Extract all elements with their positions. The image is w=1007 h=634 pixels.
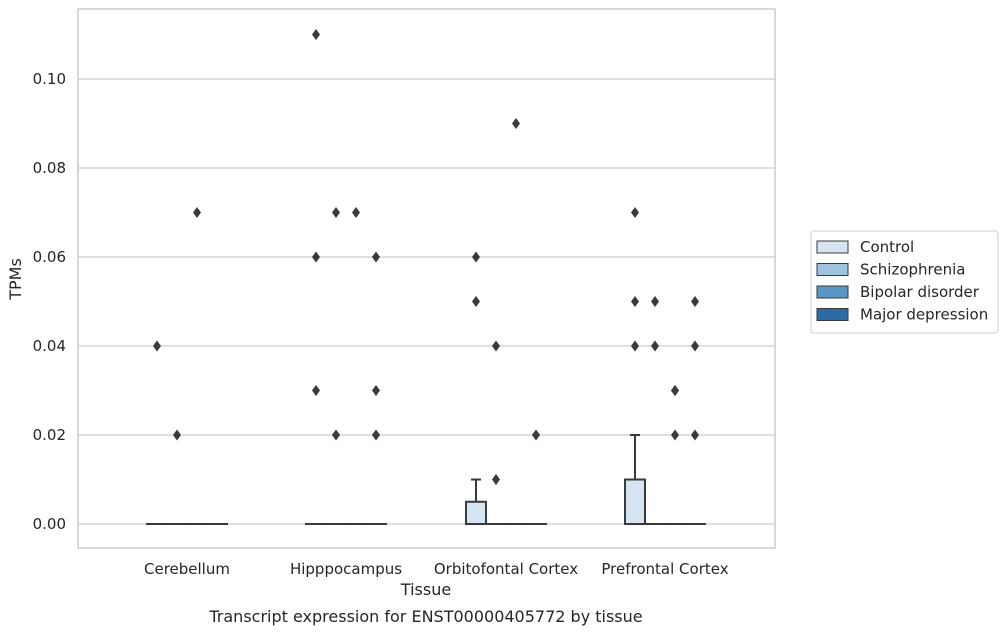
box-3-2 [664,385,686,526]
outlier-point [691,429,699,441]
outlier-point [532,429,540,441]
legend-entry-label: Control [860,238,914,256]
legend-swatch [816,285,849,299]
outlier-point [372,251,380,263]
outlier-point [631,207,639,218]
box-1-2 [345,207,367,526]
legend-frame [810,230,999,334]
outlier-point [153,340,161,352]
y-axis-label: TPMs [6,258,25,301]
outlier-point [691,296,699,307]
outlier-point [691,340,699,352]
box-1-0 [305,29,327,526]
x-tick-label: Cerebellum [144,560,230,578]
outlier-point [472,251,480,263]
legend-entry-label: Bipolar disorder [860,283,980,301]
y-tick-label: 0.06 [33,248,66,266]
outlier-point [651,296,659,307]
box-2-3 [525,429,547,526]
box-3-3 [684,296,706,526]
box-body [624,478,646,525]
legend: Control Schizophrenia Bipolar disorder Majo… [810,230,999,334]
outlier-point [372,385,380,396]
outlier-point [312,29,320,40]
plot-frame [77,8,776,549]
legend-swatch [816,263,849,276]
legend-swatch [816,308,849,321]
box-1-3 [365,251,387,526]
outlier-point [671,385,679,396]
chart-caption: Transcript expression for ENST0000040577… [208,607,642,626]
box-3-0 [624,207,646,525]
box-2-0 [465,251,487,525]
outlier-point [631,340,639,352]
outlier-point [332,207,340,218]
outlier-point [492,340,500,352]
grid-lines [78,78,775,525]
x-tick-label: Orbitofontal Cortex [434,560,578,578]
outlier-point [631,296,639,307]
y-tick-label: 0.08 [33,159,66,177]
box-plot-boxes [146,29,706,526]
outlier-point [372,429,380,441]
outlier-point [472,296,480,307]
legend-entry-label: Major depression [860,306,988,324]
box-0-0 [146,340,168,526]
outlier-point [312,385,320,396]
outlier-point [651,340,659,352]
box-3-1 [644,296,666,526]
x-tick-label: Hipppocampus [290,560,402,578]
box-1-1 [325,207,347,526]
box-2-2 [505,118,527,526]
outlier-point [492,474,500,485]
y-tick-label: 0.02 [33,426,66,444]
y-tick-label: 0.04 [33,337,66,355]
y-tick-label: 0.10 [33,70,66,88]
box-0-2 [186,207,208,526]
outlier-point [671,429,679,441]
outlier-point [332,429,340,441]
outlier-point [173,429,181,441]
x-axis-ticks: Cerebellum Hipppocampus Orbitofontal Corte… [144,560,729,578]
y-tick-label: 0.00 [33,515,66,533]
box-body [465,500,487,525]
legend-swatch [816,240,849,254]
box-0-1 [166,429,188,526]
x-axis-label: Tissue [400,580,451,599]
outlier-point [193,207,201,218]
y-axis-ticks: 0.00 0.02 0.04 0.06 0.08 0.10 [33,70,66,533]
outlier-point [312,251,320,263]
x-tick-label: Prefrontal Cortex [601,560,728,578]
outlier-point [512,118,520,129]
outlier-point [352,207,360,218]
legend-entry-label: Schizophrenia [860,261,965,279]
box-2-1 [485,340,507,526]
